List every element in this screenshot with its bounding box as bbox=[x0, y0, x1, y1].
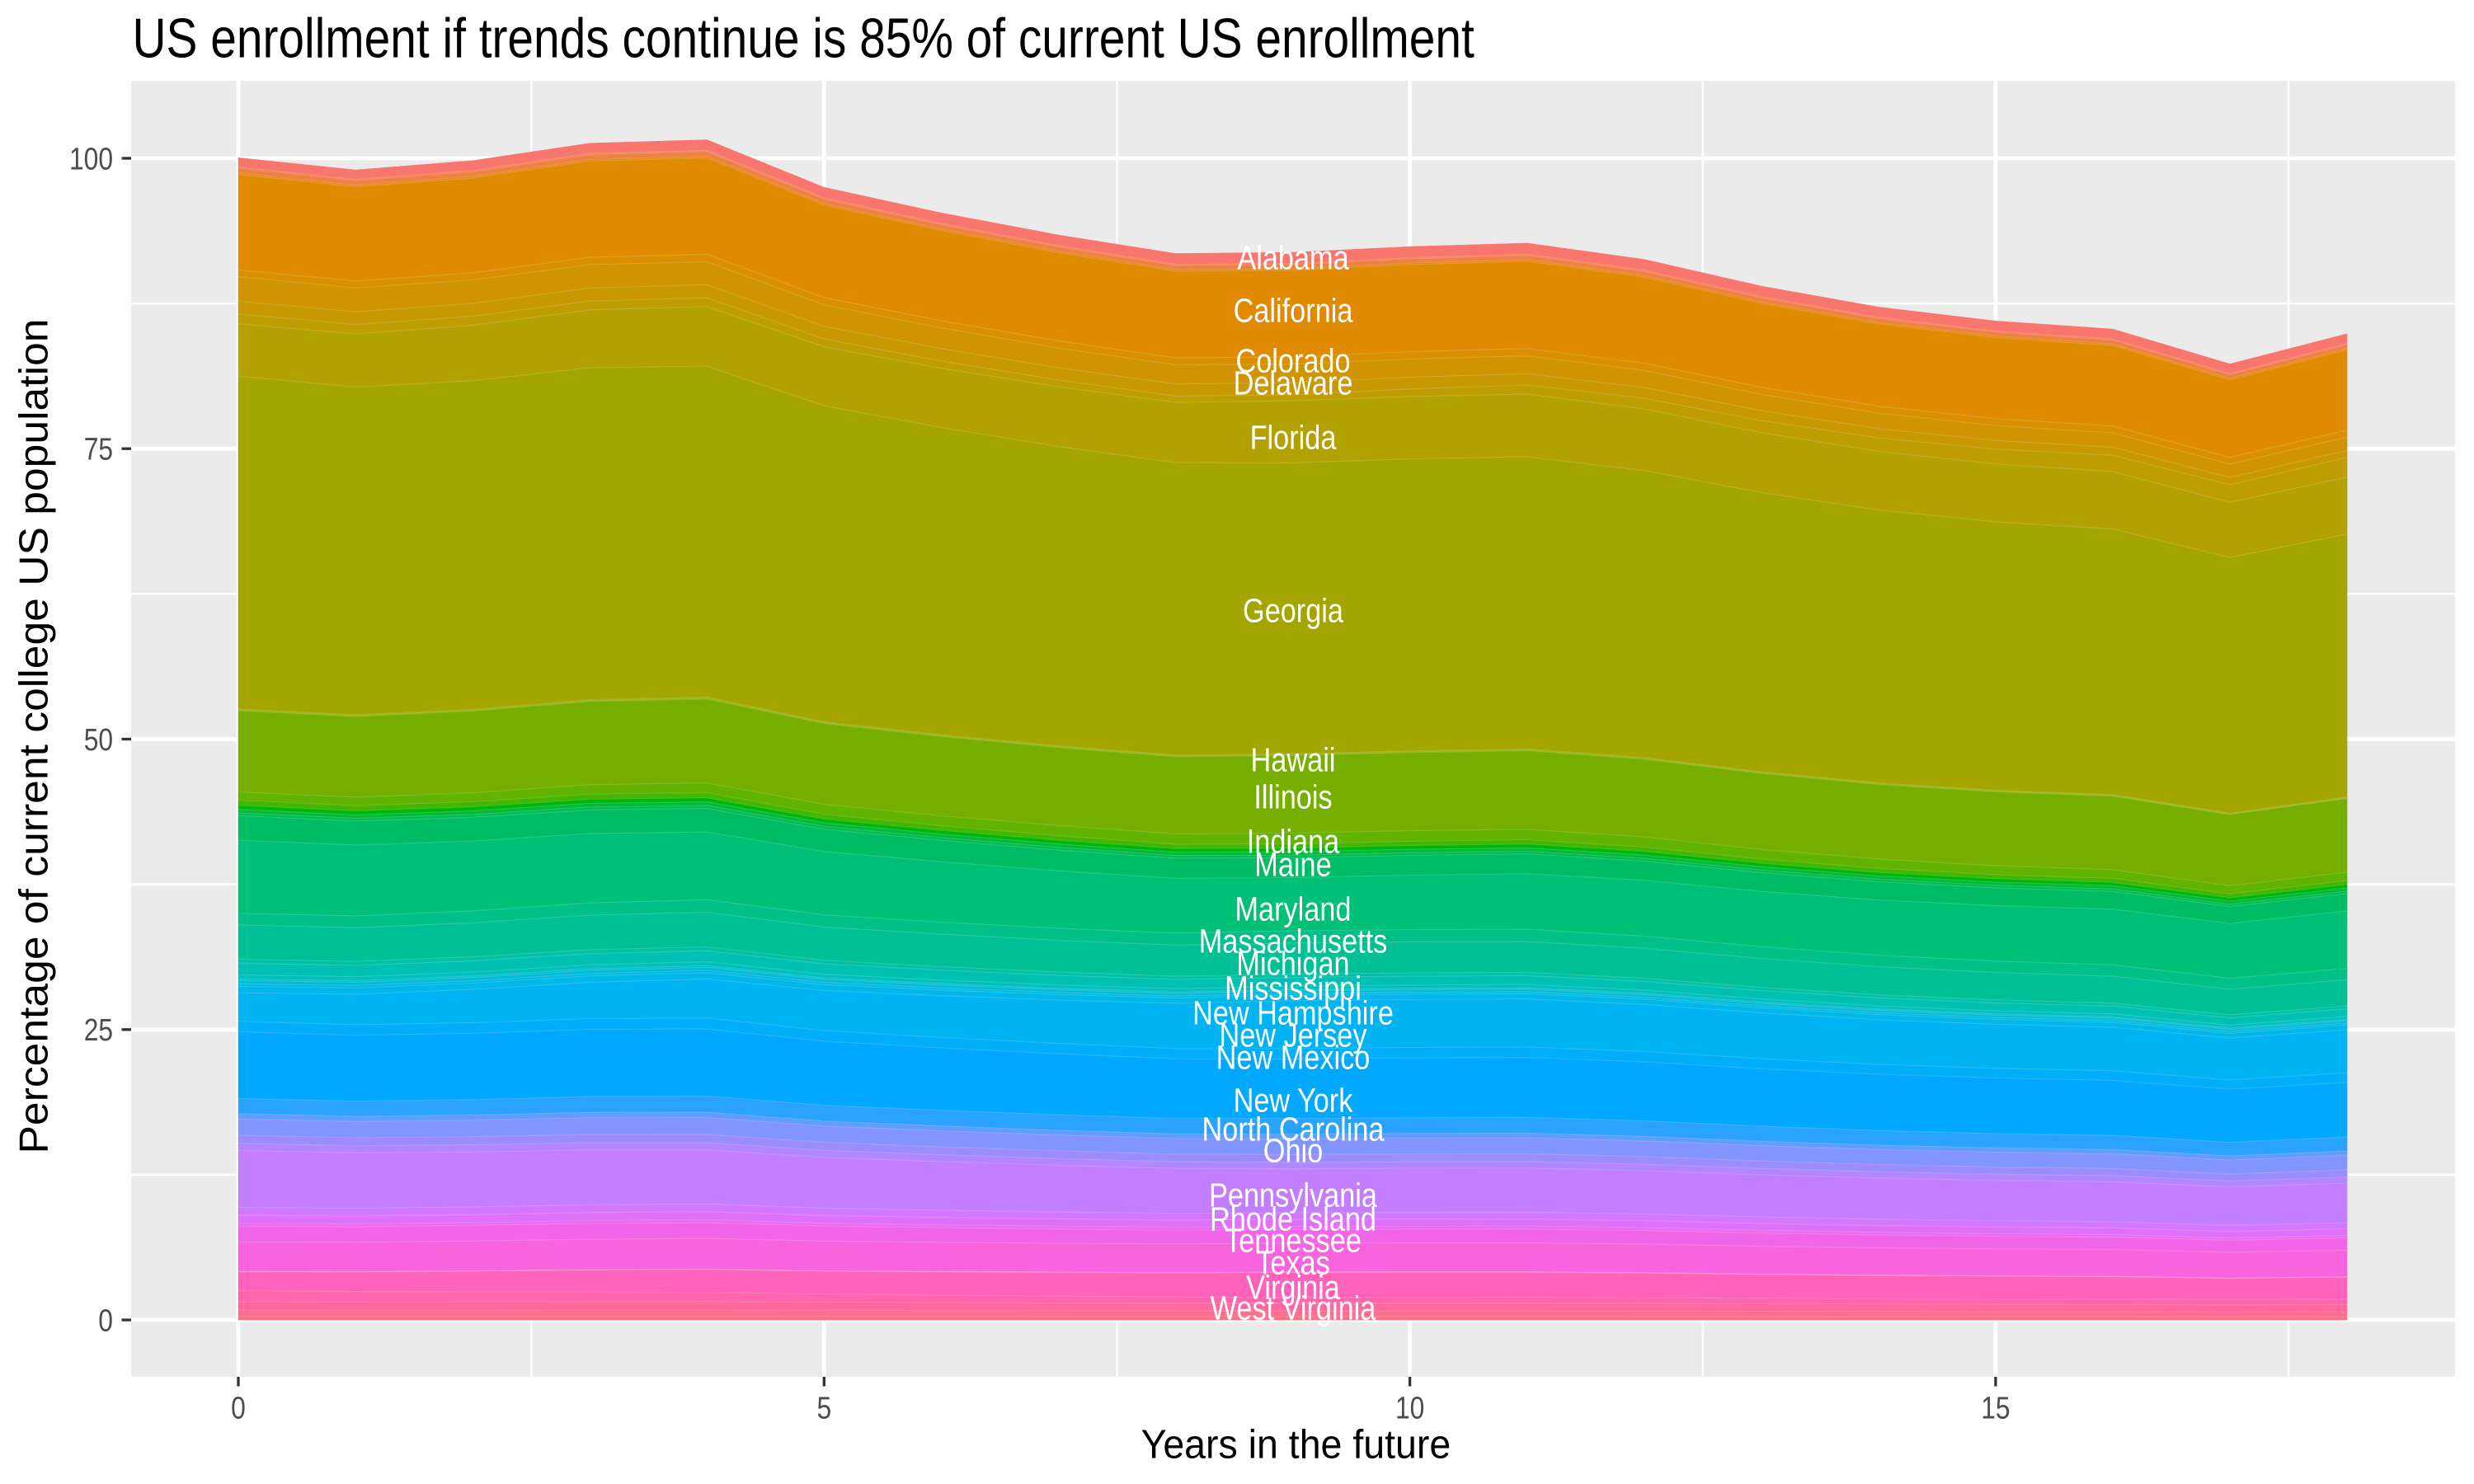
svg-text:Rhode Island: Rhode Island bbox=[1210, 1200, 1376, 1238]
svg-text:5: 5 bbox=[816, 1392, 831, 1426]
svg-text:Michigan: Michigan bbox=[1236, 945, 1349, 983]
svg-text:Florida: Florida bbox=[1250, 419, 1337, 457]
svg-text:Maine: Maine bbox=[1254, 846, 1331, 884]
svg-text:Virginia: Virginia bbox=[1246, 1269, 1340, 1307]
svg-text:Colorado: Colorado bbox=[1235, 342, 1350, 380]
svg-text:15: 15 bbox=[1981, 1392, 2010, 1426]
svg-text:New York: New York bbox=[1234, 1082, 1353, 1120]
svg-text:Percentage of current college: Percentage of current college US populat… bbox=[12, 319, 57, 1154]
svg-text:New Hampshire: New Hampshire bbox=[1192, 994, 1394, 1032]
svg-text:10: 10 bbox=[1395, 1392, 1424, 1426]
svg-text:25: 25 bbox=[84, 1013, 113, 1048]
svg-text:Ohio: Ohio bbox=[1263, 1132, 1323, 1170]
svg-text:0: 0 bbox=[98, 1303, 113, 1338]
svg-text:50: 50 bbox=[84, 723, 113, 758]
svg-text:Delaware: Delaware bbox=[1234, 364, 1353, 402]
svg-text:West Virginia: West Virginia bbox=[1211, 1289, 1376, 1327]
svg-text:100: 100 bbox=[69, 142, 113, 176]
svg-text:Hawaii: Hawaii bbox=[1251, 741, 1336, 779]
svg-text:California: California bbox=[1234, 292, 1353, 330]
svg-text:Pennsylvania: Pennsylvania bbox=[1209, 1176, 1377, 1214]
svg-text:Illinois: Illinois bbox=[1253, 778, 1332, 816]
svg-text:New Jersey: New Jersey bbox=[1220, 1017, 1367, 1054]
svg-text:Massachusetts: Massachusetts bbox=[1199, 923, 1388, 960]
svg-text:0: 0 bbox=[231, 1392, 246, 1426]
svg-text:Georgia: Georgia bbox=[1243, 592, 1343, 630]
svg-text:Maryland: Maryland bbox=[1235, 890, 1352, 928]
svg-text:Indiana: Indiana bbox=[1247, 823, 1340, 861]
svg-text:US enrollment if trends contin: US enrollment if trends continue is 85% … bbox=[133, 7, 1475, 70]
svg-text:New Mexico: New Mexico bbox=[1216, 1039, 1371, 1077]
svg-text:North Carolina: North Carolina bbox=[1202, 1111, 1385, 1148]
svg-text:Alabama: Alabama bbox=[1237, 239, 1348, 277]
svg-text:75: 75 bbox=[84, 433, 113, 467]
svg-text:Years in the future: Years in the future bbox=[1141, 1421, 1451, 1467]
svg-text:Mississippi: Mississippi bbox=[1225, 970, 1362, 1007]
svg-text:Texas: Texas bbox=[1256, 1244, 1330, 1282]
svg-text:Tennessee: Tennessee bbox=[1225, 1222, 1362, 1260]
